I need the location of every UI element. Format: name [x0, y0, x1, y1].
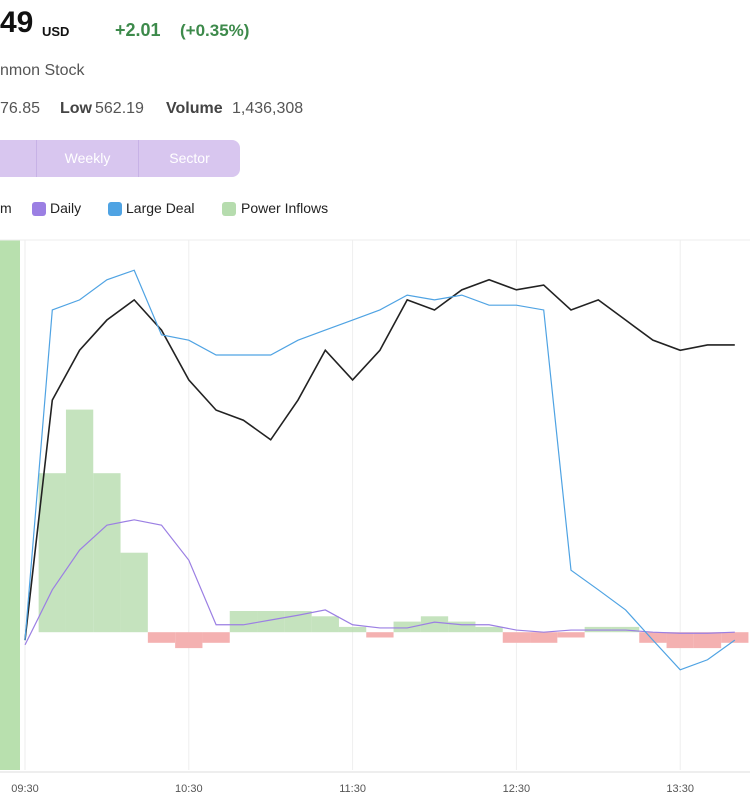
- low: 562.19: [95, 100, 144, 117]
- inflow-bar: [147, 632, 176, 643]
- inflow-bar: [639, 632, 667, 643]
- legend-label[interactable]: Large Deal: [126, 200, 195, 216]
- x-tick-label: 12:30: [503, 783, 531, 795]
- series-line: [24, 519, 735, 646]
- divider: [138, 140, 139, 177]
- change: +2.01: [115, 20, 161, 40]
- low-label: Low: [60, 100, 92, 117]
- tab[interactable]: Weekly: [64, 150, 111, 166]
- inflow-bar: [420, 616, 449, 633]
- inflow-bar: [202, 632, 230, 643]
- x-tick-label: 10:30: [175, 783, 203, 795]
- legend-label[interactable]: m: [0, 200, 12, 216]
- inflow-bar: [666, 632, 694, 649]
- session-band: [0, 240, 20, 770]
- tab[interactable]: Sector: [169, 150, 210, 166]
- legend-label[interactable]: Power Inflows: [241, 200, 329, 216]
- inflow-bar: [502, 632, 531, 643]
- inflow-bar: [284, 611, 312, 633]
- legend-swatch[interactable]: [222, 202, 236, 216]
- inflow-bar: [257, 611, 285, 633]
- inflow-bar: [93, 473, 121, 633]
- inflow-bar: [530, 632, 558, 643]
- inflow-bar: [393, 621, 421, 633]
- x-tick-label: 11:30: [339, 783, 366, 795]
- inflow-bar: [448, 621, 476, 633]
- legend-swatch[interactable]: [108, 202, 122, 216]
- legend-label[interactable]: Daily: [50, 200, 82, 216]
- currency: USD: [42, 24, 70, 39]
- divider: [36, 140, 37, 177]
- x-tick-label: 13:30: [666, 783, 694, 795]
- inflow-bar: [229, 611, 258, 633]
- high: 76.85: [0, 100, 41, 117]
- inflow-bar: [557, 632, 585, 638]
- inflow-bar: [721, 632, 749, 643]
- inflow-bar: [475, 626, 503, 633]
- x-tick-label: 09:30: [11, 783, 39, 795]
- inflow-bar: [311, 616, 339, 633]
- legend-swatch[interactable]: [32, 202, 46, 216]
- inflow-bar: [120, 552, 148, 633]
- series-line: [24, 269, 736, 671]
- inflow-bar: [175, 632, 203, 649]
- inflow-bar: [65, 409, 94, 633]
- tab-bar: Weekly Sector: [0, 140, 240, 177]
- inflow-bar: [38, 473, 66, 633]
- change-pct: (+0.35%): [180, 21, 250, 40]
- inflow-bar: [366, 632, 394, 638]
- stock-name: nmon Stock: [0, 62, 85, 79]
- inflow-bar: [693, 632, 722, 649]
- series-line: [24, 278, 735, 641]
- inflow-bar: [338, 626, 367, 633]
- price: 49: [0, 6, 34, 39]
- volume: 1,436,308: [232, 100, 304, 117]
- volume-label: Volume: [166, 100, 223, 117]
